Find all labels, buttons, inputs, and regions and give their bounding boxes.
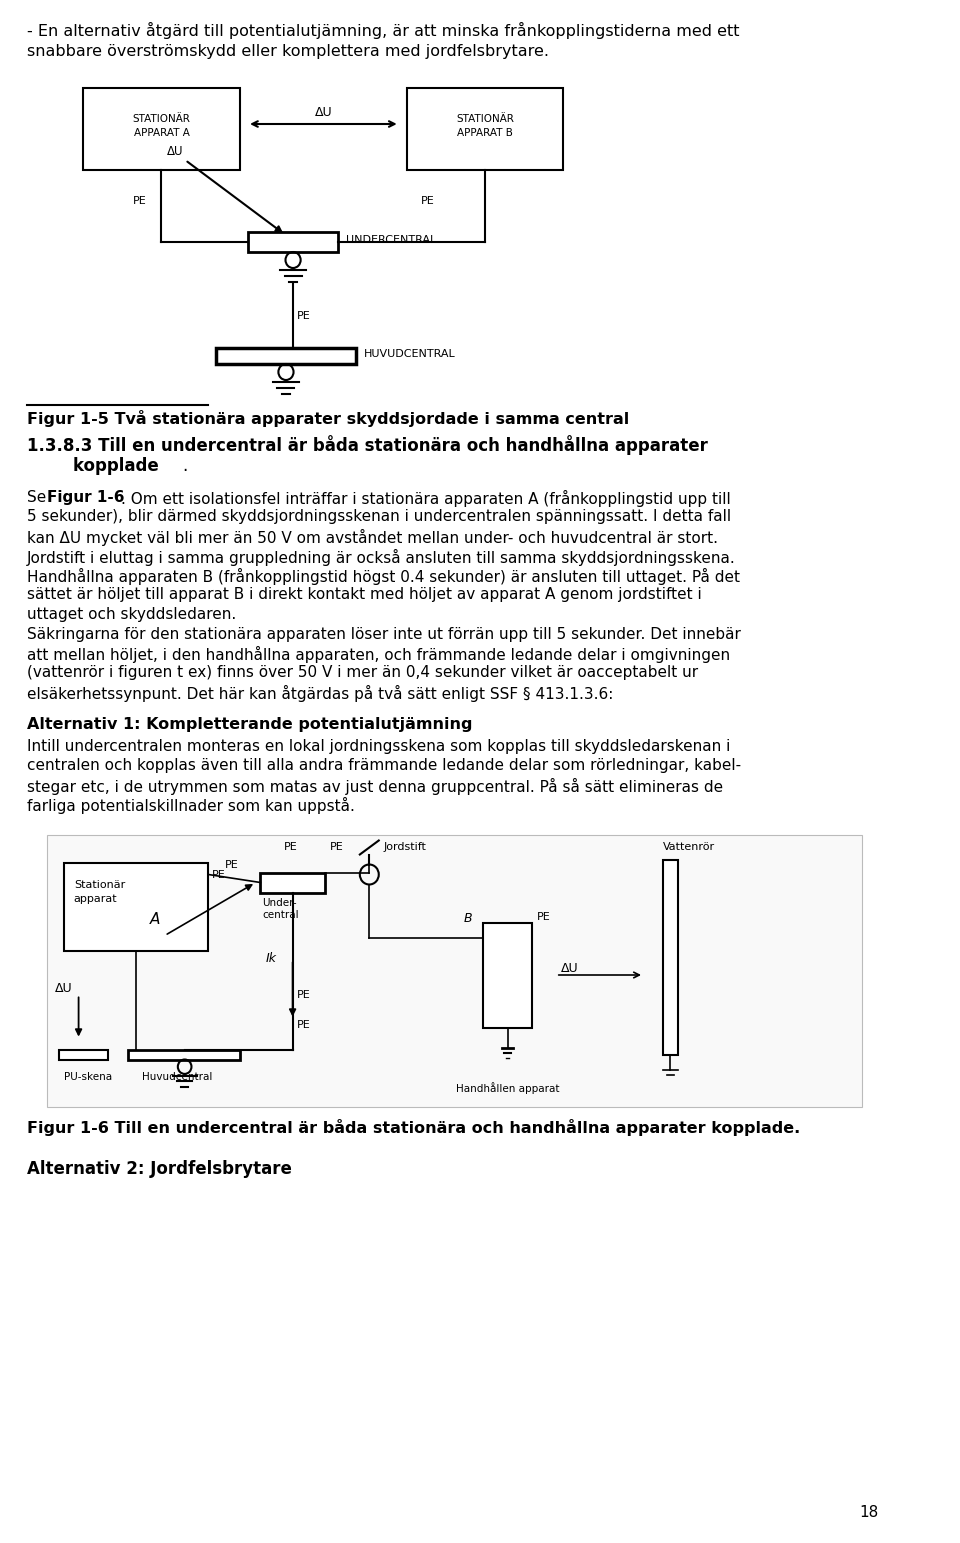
Text: UNDERCENTRAL: UNDERCENTRAL bbox=[346, 235, 436, 245]
Text: Figur 1-5 Två stationära apparater skyddsjordade i samma central: Figur 1-5 Två stationära apparater skydd… bbox=[27, 410, 629, 427]
Bar bbox=[59, 1049, 108, 1060]
Text: PE: PE bbox=[297, 989, 310, 1000]
Text: (vattenrör i figuren t ex) finns över 50 V i mer än 0,4 sekunder vilket är oacce: (vattenrör i figuren t ex) finns över 50… bbox=[27, 665, 698, 680]
Text: APPARAT B: APPARAT B bbox=[457, 128, 514, 137]
Text: Figur 1-6: Figur 1-6 bbox=[47, 491, 125, 505]
Text: PE: PE bbox=[284, 842, 298, 852]
Text: sättet är höljet till apparat B i direkt kontakt med höljet av apparat A genom j: sättet är höljet till apparat B i direkt… bbox=[27, 588, 701, 602]
Text: STATIONÄR: STATIONÄR bbox=[456, 114, 515, 123]
Text: PE: PE bbox=[297, 1020, 310, 1029]
Text: centralen och kopplas även till alla andra främmande ledande delar som rörlednin: centralen och kopplas även till alla and… bbox=[27, 758, 740, 773]
Bar bbox=[128, 1049, 240, 1060]
Text: Jordstift: Jordstift bbox=[383, 842, 426, 852]
Text: B: B bbox=[464, 912, 472, 926]
Text: kan ΔU mycket väl bli mer än 50 V om avståndet mellan under- och huvudcentral är: kan ΔU mycket väl bli mer än 50 V om avs… bbox=[27, 529, 717, 546]
Bar bbox=[47, 835, 862, 1106]
Text: kopplade: kopplade bbox=[27, 457, 158, 475]
Text: .: . bbox=[181, 457, 187, 475]
Text: PE: PE bbox=[537, 912, 551, 923]
Text: - En alternativ åtgärd till potentialutjämning, är att minska frånkopplingstider: - En alternativ åtgärd till potentialutj… bbox=[27, 22, 739, 39]
Bar bbox=[407, 88, 564, 170]
Text: Alternativ 1: Kompletterande potentialutjämning: Alternativ 1: Kompletterande potentialut… bbox=[27, 716, 472, 731]
Bar bbox=[84, 88, 240, 170]
Text: STATIONÄR: STATIONÄR bbox=[132, 114, 190, 123]
Text: Säkringarna för den stationära apparaten löser inte ut förrän upp till 5 sekunde: Säkringarna för den stationära apparaten… bbox=[27, 626, 740, 642]
Text: farliga potentialskillnader som kan uppstå.: farliga potentialskillnader som kan upps… bbox=[27, 798, 354, 815]
Text: Ik: Ik bbox=[266, 952, 277, 966]
Text: Figur 1-6 Till en undercentral är båda stationära och handhållna apparater koppl: Figur 1-6 Till en undercentral är båda s… bbox=[27, 1119, 800, 1136]
Text: uttaget och skyddsledaren.: uttaget och skyddsledaren. bbox=[27, 606, 236, 622]
Bar bbox=[216, 349, 356, 364]
Text: Handhållna apparaten B (frånkopplingstid högst 0.4 sekunder) är ansluten till ut: Handhållna apparaten B (frånkopplingstid… bbox=[27, 568, 739, 585]
Text: elsäkerhetssynpunt. Det här kan åtgärdas på två sätt enligt SSF § 413.1.3.6:: elsäkerhetssynpunt. Det här kan åtgärdas… bbox=[27, 685, 612, 702]
Text: PE: PE bbox=[420, 196, 435, 207]
Text: APPARAT A: APPARAT A bbox=[133, 128, 189, 137]
Bar bbox=[483, 923, 532, 1028]
Text: Alternativ 2: Jordfelsbrytare: Alternativ 2: Jordfelsbrytare bbox=[27, 1160, 292, 1179]
Text: ΔU: ΔU bbox=[315, 106, 332, 119]
Text: Stationär: Stationär bbox=[74, 881, 125, 890]
Text: Handhållen apparat: Handhållen apparat bbox=[456, 1083, 560, 1094]
Text: stegar etc, i de utrymmen som matas av just denna gruppcentral. På så sätt elimi: stegar etc, i de utrymmen som matas av j… bbox=[27, 778, 723, 795]
Bar bbox=[260, 872, 324, 892]
Text: snabbare överströmskydd eller komplettera med jordfelsbrytare.: snabbare överströmskydd eller kompletter… bbox=[27, 45, 548, 59]
Text: PE: PE bbox=[225, 861, 238, 870]
Text: PE: PE bbox=[133, 196, 147, 207]
Text: 5 sekunder), blir därmed skyddsjordningsskenan i undercentralen spänningssatt. I: 5 sekunder), blir därmed skyddsjordnings… bbox=[27, 509, 731, 525]
Text: ΔU: ΔU bbox=[561, 961, 578, 975]
Text: Intill undercentralen monteras en lokal jordningsskena som kopplas till skyddsle: Intill undercentralen monteras en lokal … bbox=[27, 739, 730, 753]
Text: A: A bbox=[150, 912, 160, 927]
Text: PE: PE bbox=[329, 842, 344, 852]
Text: apparat: apparat bbox=[74, 895, 117, 904]
Text: 1.3.8.3 Till en undercentral är båda stationära och handhållna apparater: 1.3.8.3 Till en undercentral är båda sta… bbox=[27, 435, 708, 455]
Text: PU-skena: PU-skena bbox=[64, 1071, 112, 1082]
Text: ΔU: ΔU bbox=[55, 983, 73, 995]
Text: Se: Se bbox=[27, 491, 51, 505]
Text: Jordstift i eluttag i samma gruppledning är också ansluten till samma skyddsjord: Jordstift i eluttag i samma gruppledning… bbox=[27, 548, 735, 566]
Text: Huvudcentral: Huvudcentral bbox=[142, 1071, 212, 1082]
Bar bbox=[662, 859, 678, 1054]
Bar bbox=[248, 231, 338, 252]
Text: 18: 18 bbox=[859, 1504, 878, 1520]
Bar bbox=[64, 863, 208, 950]
Text: ΔU: ΔU bbox=[167, 145, 184, 157]
Text: . Om ett isolationsfel inträffar i stationära apparaten A (frånkopplingstid upp : . Om ett isolationsfel inträffar i stati… bbox=[121, 491, 731, 508]
Text: att mellan höljet, i den handhållna apparaten, och främmande ledande delar i omg: att mellan höljet, i den handhållna appa… bbox=[27, 647, 730, 663]
Text: Vattenrör: Vattenrör bbox=[662, 842, 715, 852]
Text: PE: PE bbox=[297, 312, 311, 321]
Text: Under-: Under- bbox=[262, 898, 297, 909]
Text: PE: PE bbox=[212, 870, 226, 881]
Text: central: central bbox=[262, 910, 299, 921]
Text: HUVUDCENTRAL: HUVUDCENTRAL bbox=[364, 349, 455, 360]
